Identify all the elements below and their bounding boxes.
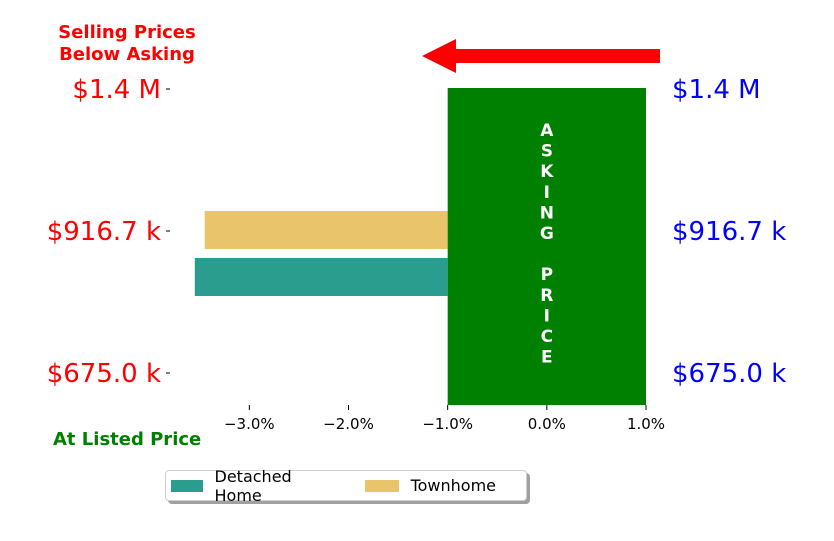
x-tick-label: −1.0%	[422, 415, 473, 433]
y-right-tick-label: $675.0 k	[672, 359, 786, 389]
annotation-top-line-2: Below Asking	[59, 44, 195, 65]
bar-detached-home	[194, 258, 448, 296]
legend-item-townhome: Townhome	[364, 476, 496, 495]
legend: Detached Home Townhome	[165, 467, 527, 505]
y-right-tick-label: $916.7 k	[672, 217, 786, 247]
y-left-tick-label: $675.0 k	[47, 359, 161, 389]
asking-price-band	[447, 88, 646, 405]
x-tick-label: 1.0%	[627, 415, 665, 433]
y-left-tick-label: $916.7 k	[47, 217, 161, 247]
x-tick-label: −3.0%	[224, 415, 275, 433]
legend-swatch-townhome	[364, 479, 399, 492]
bar-townhome	[204, 211, 448, 249]
left-arrow-icon	[422, 39, 660, 73]
x-tick-label: −2.0%	[323, 415, 374, 433]
y-left-tick-label: $1.4 M	[72, 75, 161, 105]
y-right-tick-label: $1.4 M	[672, 75, 761, 105]
x-tick-label: 0.0%	[528, 415, 566, 433]
legend-item-detached: Detached Home	[171, 467, 335, 505]
legend-label-townhome: Townhome	[410, 476, 496, 495]
legend-swatch-detached	[171, 479, 203, 492]
legend-label-detached: Detached Home	[214, 466, 292, 505]
annotation-bottom: At Listed Price	[53, 429, 201, 450]
annotation-top-line-1: Selling Prices	[58, 22, 195, 43]
